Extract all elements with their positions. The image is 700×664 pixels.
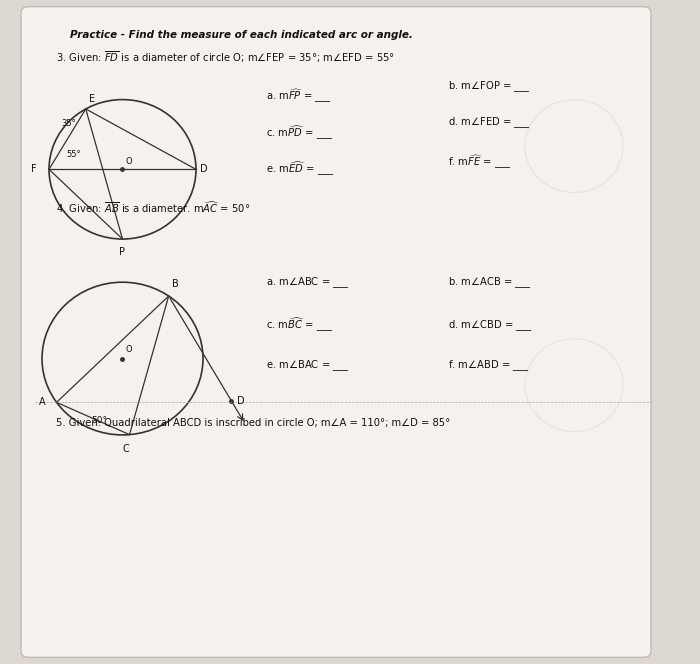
Text: F: F xyxy=(31,164,36,175)
Text: 50°: 50° xyxy=(91,416,107,425)
FancyBboxPatch shape xyxy=(21,7,651,657)
Text: f. m$\angle$ABD = ___: f. m$\angle$ABD = ___ xyxy=(448,358,530,373)
Text: a. m$\widehat{FP}$ = ___: a. m$\widehat{FP}$ = ___ xyxy=(266,88,332,105)
Text: 3. Given: $\overline{FD}$ is a diameter of circle O; m∠FEP = 35°; m∠EFD = 55°: 3. Given: $\overline{FD}$ is a diameter … xyxy=(56,50,395,65)
Text: 35°: 35° xyxy=(62,119,76,127)
Text: c. m$\widehat{BC}$ = ___: c. m$\widehat{BC}$ = ___ xyxy=(266,316,333,335)
Text: C: C xyxy=(122,444,130,454)
Text: D: D xyxy=(237,396,244,406)
Text: A: A xyxy=(38,397,46,407)
Text: c. m$\widehat{PD}$ = ___: c. m$\widehat{PD}$ = ___ xyxy=(266,124,333,142)
Text: O: O xyxy=(126,345,132,354)
Text: O: O xyxy=(126,157,132,166)
Text: d. m$\angle$FED = ___: d. m$\angle$FED = ___ xyxy=(448,116,531,130)
Text: e. m$\widehat{ED}$ = ___: e. m$\widehat{ED}$ = ___ xyxy=(266,160,334,179)
Text: B: B xyxy=(172,280,179,290)
Text: d. m$\angle$CBD = ___: d. m$\angle$CBD = ___ xyxy=(448,318,533,333)
Text: Practice - Find the measure of each indicated arc or angle.: Practice - Find the measure of each indi… xyxy=(70,30,413,40)
Text: D: D xyxy=(200,164,208,175)
Text: f. m$\widehat{FE}$ = ___: f. m$\widehat{FE}$ = ___ xyxy=(448,154,512,171)
Text: b. m$\angle$ACB = ___: b. m$\angle$ACB = ___ xyxy=(448,275,532,290)
Text: e. m$\angle$BAC = ___: e. m$\angle$BAC = ___ xyxy=(266,358,350,373)
Text: 55°: 55° xyxy=(66,150,81,159)
Text: b. m$\angle$FOP = ___: b. m$\angle$FOP = ___ xyxy=(448,79,531,94)
Text: P: P xyxy=(120,247,125,257)
Text: a. m$\angle$ABC = ___: a. m$\angle$ABC = ___ xyxy=(266,275,350,290)
Text: 4. Given: $\overline{AB}$ is a diameter. m$\widehat{AC}$ = 50°: 4. Given: $\overline{AB}$ is a diameter.… xyxy=(56,199,251,214)
Text: E: E xyxy=(90,94,95,104)
Text: 5. Given: Quadrilateral ABCD is inscribed in circle O; m∠A = 110°; m∠D = 85°: 5. Given: Quadrilateral ABCD is inscribe… xyxy=(56,418,450,428)
